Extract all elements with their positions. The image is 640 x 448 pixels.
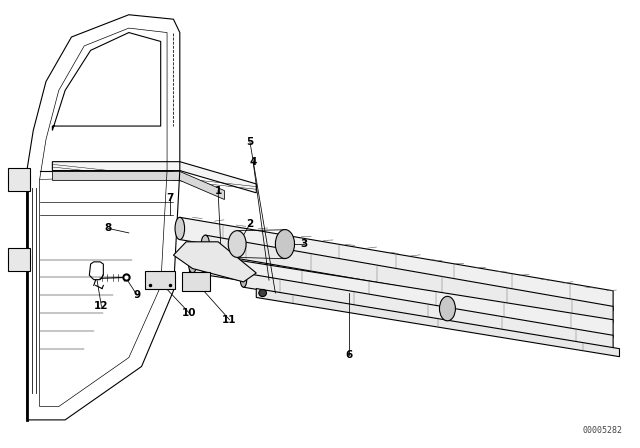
Ellipse shape bbox=[259, 289, 266, 297]
Ellipse shape bbox=[228, 231, 246, 258]
Text: 8: 8 bbox=[105, 224, 112, 233]
Text: 3: 3 bbox=[300, 239, 308, 249]
Polygon shape bbox=[180, 217, 613, 311]
Text: 1: 1 bbox=[214, 185, 221, 196]
Polygon shape bbox=[193, 253, 613, 337]
Text: 6: 6 bbox=[345, 350, 352, 360]
Polygon shape bbox=[52, 162, 256, 193]
Polygon shape bbox=[244, 273, 613, 349]
Text: 2: 2 bbox=[246, 219, 253, 229]
Text: 7: 7 bbox=[166, 193, 174, 203]
Polygon shape bbox=[52, 172, 225, 199]
Bar bbox=[145, 271, 175, 289]
Ellipse shape bbox=[175, 217, 184, 240]
Text: 00005282: 00005282 bbox=[582, 426, 623, 435]
Text: 5: 5 bbox=[246, 137, 253, 146]
Polygon shape bbox=[173, 242, 256, 282]
Polygon shape bbox=[256, 289, 620, 357]
Text: 11: 11 bbox=[222, 315, 237, 325]
Ellipse shape bbox=[275, 229, 294, 258]
Bar bbox=[8, 249, 30, 271]
Text: 9: 9 bbox=[134, 290, 141, 300]
Text: 12: 12 bbox=[94, 302, 109, 311]
Ellipse shape bbox=[201, 235, 209, 253]
Text: 4: 4 bbox=[250, 157, 257, 167]
Ellipse shape bbox=[188, 253, 196, 273]
Text: 10: 10 bbox=[182, 308, 196, 318]
Polygon shape bbox=[205, 235, 613, 323]
Bar bbox=[8, 168, 30, 190]
Ellipse shape bbox=[241, 273, 246, 287]
Ellipse shape bbox=[440, 296, 456, 321]
Bar bbox=[182, 272, 211, 291]
